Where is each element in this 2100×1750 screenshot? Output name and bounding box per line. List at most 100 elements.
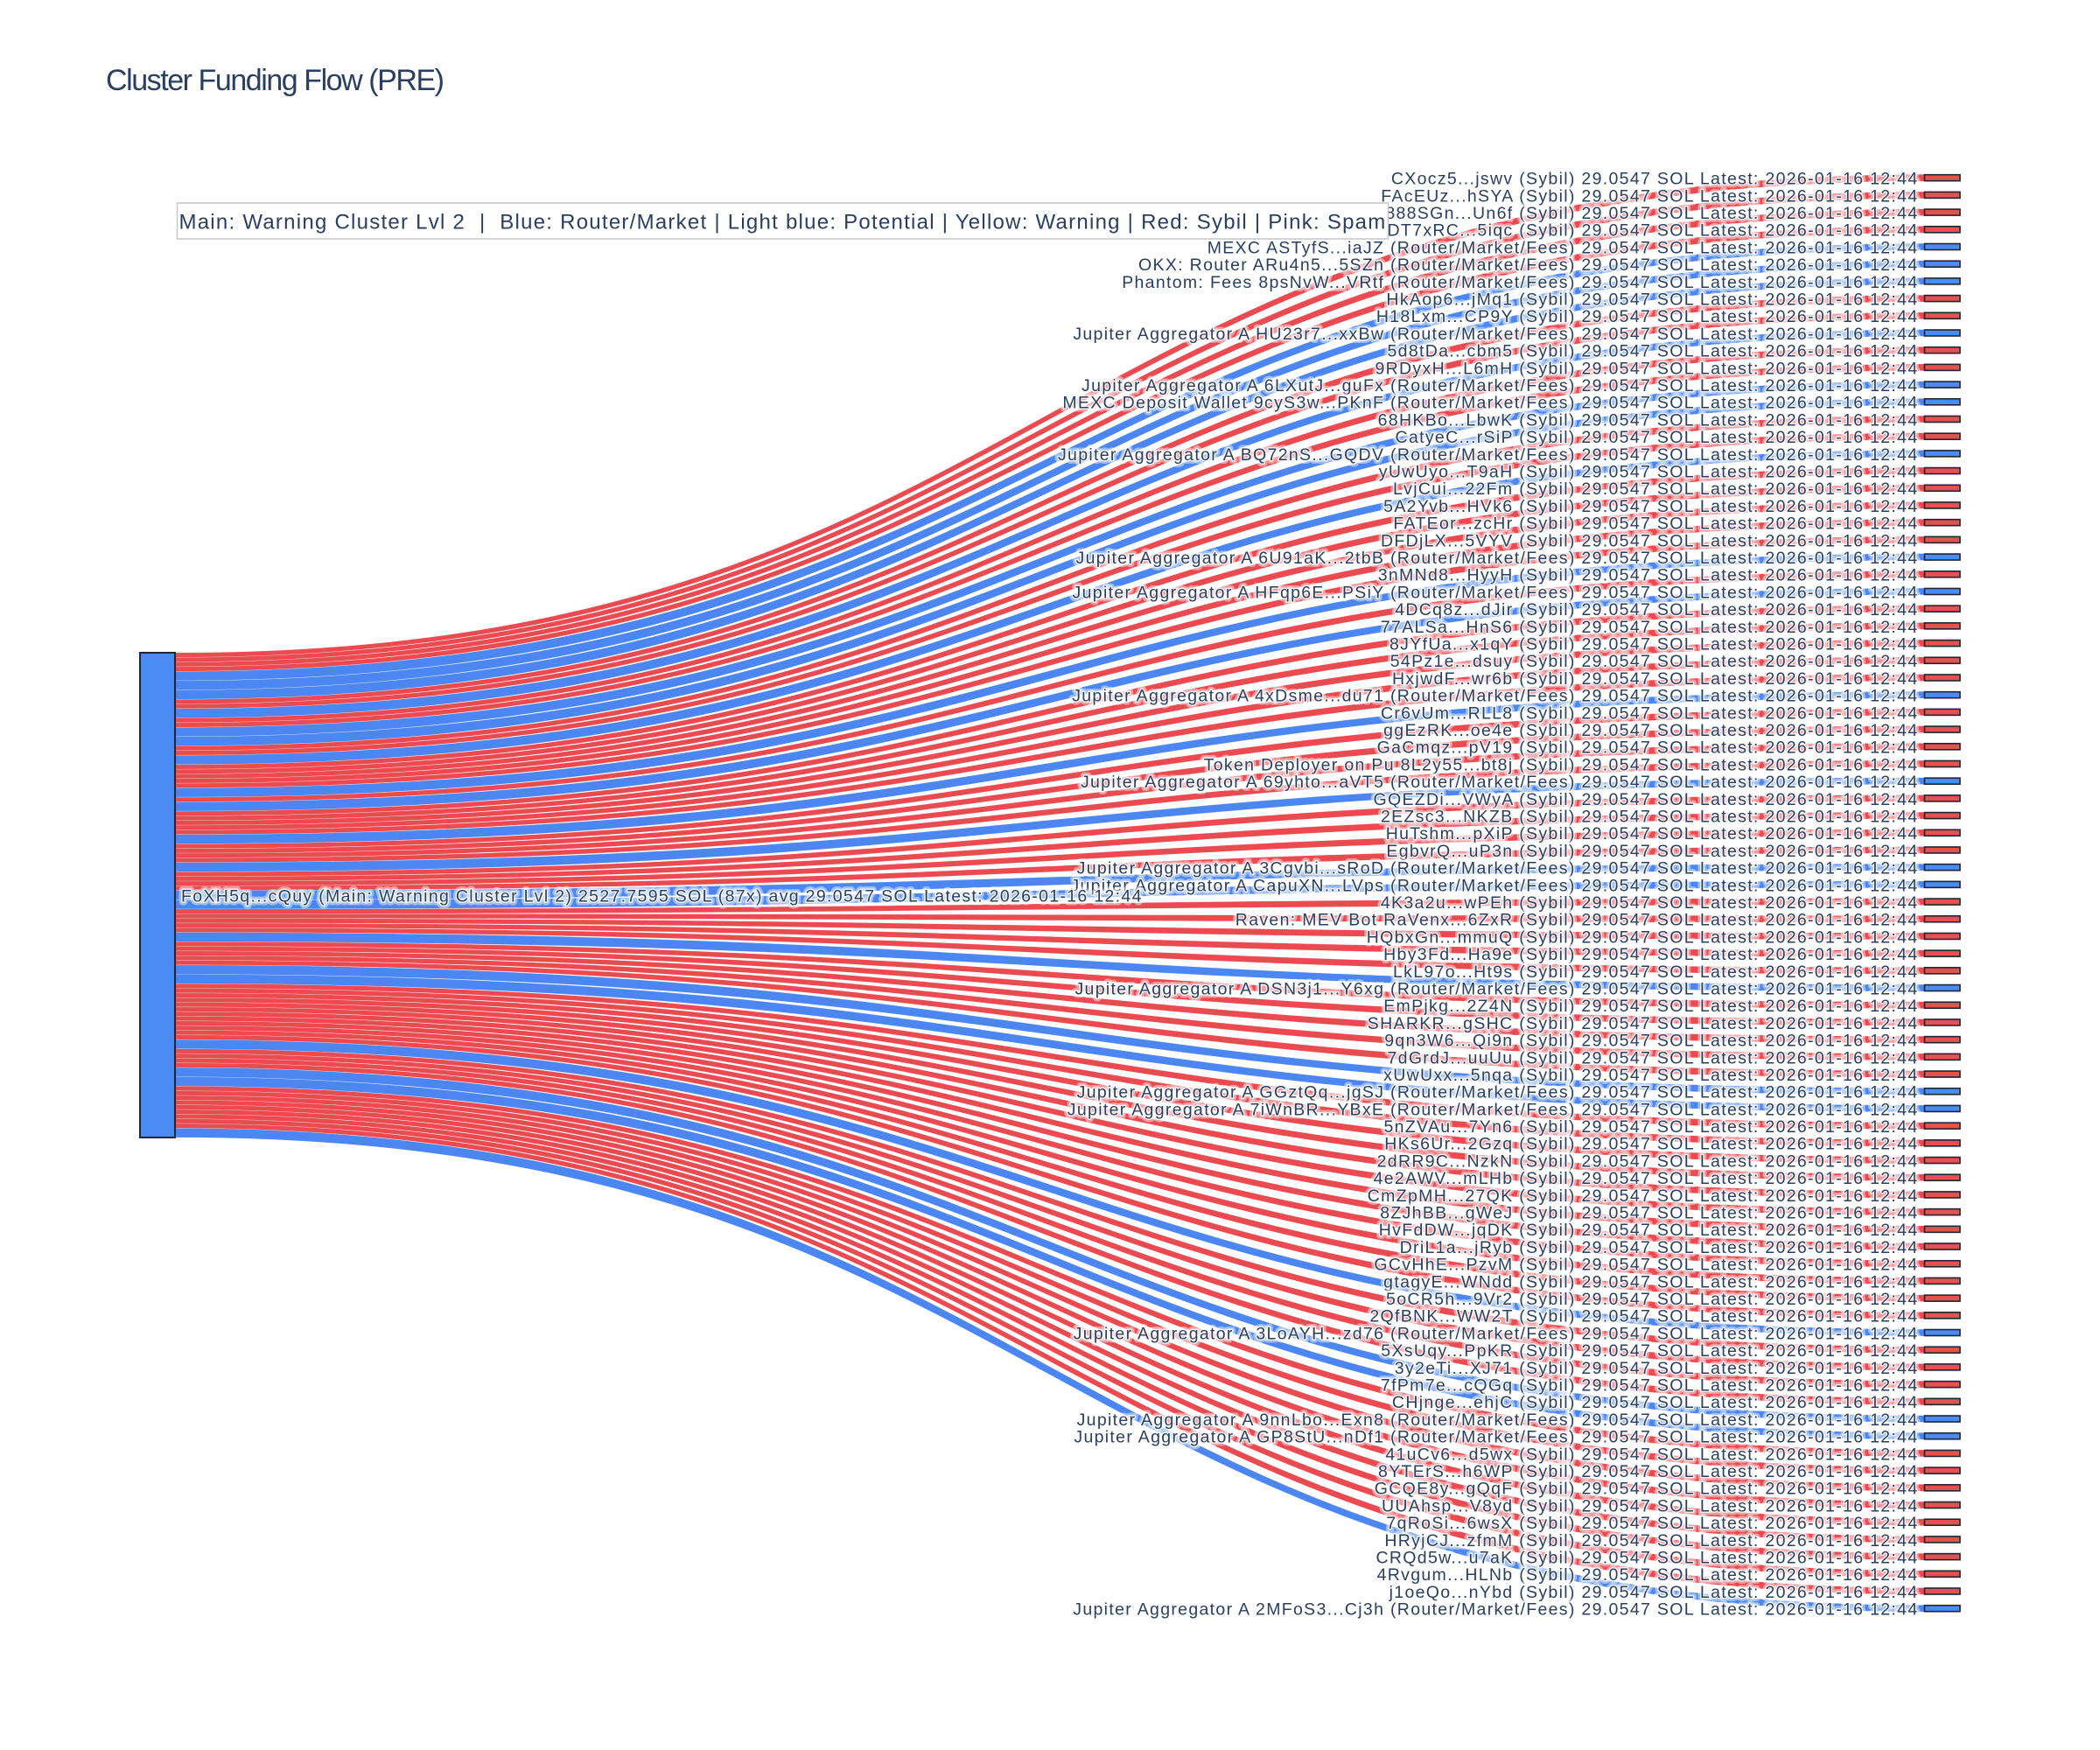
svg-text:Jupiter Aggregator A BQ72nS...: Jupiter Aggregator A BQ72nS...GQDV (Rout… — [1058, 445, 1919, 465]
svg-text:xUwUxx...5nqa (Sybil) 29.0547: xUwUxx...5nqa (Sybil) 29.0547 SOL Latest… — [1383, 1066, 1918, 1085]
svg-text:4Rvgum...HLNb (Sybil) 29.0547: 4Rvgum...HLNb (Sybil) 29.0547 SOL Latest… — [1377, 1565, 1919, 1585]
svg-text:ggEzRK...oe4e (Sybil) 29.0547: ggEzRK...oe4e (Sybil) 29.0547 SOL Latest… — [1383, 721, 1918, 740]
svg-text:DriL1a...jRyb (Sybil) 29.0547: DriL1a...jRyb (Sybil) 29.0547 SOL Latest… — [1400, 1238, 1919, 1257]
svg-text:Jupiter Aggregator A 7iWnBR...: Jupiter Aggregator A 7iWnBR...YBxE (Rout… — [1068, 1100, 1919, 1119]
svg-text:Jupiter Aggregator A DSN3j1...: Jupiter Aggregator A DSN3j1...Y6xg (Rout… — [1074, 979, 1918, 998]
svg-text:Jupiter Aggregator A BQ72nS...: Jupiter Aggregator A BQ72nS...GQDV (Rout… — [1058, 445, 1919, 465]
svg-text:Jupiter Aggregator A 7iWnBR...: Jupiter Aggregator A 7iWnBR...YBxE (Rout… — [1068, 1100, 1919, 1119]
svg-text:MEXC ASTyfS...iaJZ (Router/Mar: MEXC ASTyfS...iaJZ (Router/Market/Fees) … — [1208, 238, 1919, 257]
svg-text:Jupiter Aggregator A HU23r7...: Jupiter Aggregator A HU23r7...xxBw (Rout… — [1073, 325, 1918, 344]
svg-text:LkL97o...Ht9s (Sybil) 29.0547: LkL97o...Ht9s (Sybil) 29.0547 SOL Latest… — [1393, 962, 1919, 982]
svg-text:EmPjkg...2Z4N (Sybil) 29.0547: EmPjkg...2Z4N (Sybil) 29.0547 SOL Latest… — [1383, 997, 1918, 1016]
svg-text:8YTErS...h6WP (Sybil) 29.0547: 8YTErS...h6WP (Sybil) 29.0547 SOL Latest… — [1378, 1462, 1918, 1481]
svg-text:ggEzRK...oe4e (Sybil) 29.0547: ggEzRK...oe4e (Sybil) 29.0547 SOL Latest… — [1383, 721, 1918, 740]
svg-text:7dGrdJ...uuUu (Sybil) 29.0547: 7dGrdJ...uuUu (Sybil) 29.0547 SOL Latest… — [1387, 1048, 1918, 1068]
svg-text:CHjnge...ehjC (Sybil) 29.0547: CHjnge...ehjC (Sybil) 29.0547 SOL Latest… — [1392, 1393, 1919, 1412]
svg-text:77ALSa...HnS6 (Sybil) 29.0547: 77ALSa...HnS6 (Sybil) 29.0547 SOL Latest… — [1381, 618, 1919, 637]
svg-text:xUwUxx...5nqa (Sybil) 29.0547: xUwUxx...5nqa (Sybil) 29.0547 SOL Latest… — [1383, 1066, 1918, 1085]
svg-text:Jupiter Aggregator A 6LXutJ...: Jupiter Aggregator A 6LXutJ...guFx (Rout… — [1082, 376, 1918, 396]
svg-text:4K3a2u...wPEh (Sybil) 29.0547: 4K3a2u...wPEh (Sybil) 29.0547 SOL Latest… — [1381, 893, 1919, 913]
svg-text:7fPm7e...cQGq (Sybil) 29.0547: 7fPm7e...cQGq (Sybil) 29.0547 SOL Latest… — [1381, 1376, 1919, 1396]
svg-text:Jupiter Aggregator A 3LoAYH...: Jupiter Aggregator A 3LoAYH...zd76 (Rout… — [1074, 1324, 1919, 1343]
svg-text:HQbxGn...mmuQ (Sybil) 29.0547: HQbxGn...mmuQ (Sybil) 29.0547 SOL Latest… — [1367, 928, 1919, 947]
svg-text:OKX: Router ARu4n5...5SZn (Rou: OKX: Router ARu4n5...5SZn (Router/Market… — [1138, 256, 1918, 275]
svg-text:9RDyxH...L6mH (Sybil) 29.0547: 9RDyxH...L6mH (Sybil) 29.0547 SOL Latest… — [1375, 359, 1918, 378]
svg-text:Cluster Funding Flow (PRE): Cluster Funding Flow (PRE) — [106, 64, 444, 97]
svg-text:Jupiter Aggregator A 69yhto...: Jupiter Aggregator A 69yhto...aVT5 (Rout… — [1081, 773, 1919, 792]
svg-text:j1oeQo...nYbd (Sybil) 29.0547: j1oeQo...nYbd (Sybil) 29.0547 SOL Latest… — [1389, 1583, 1919, 1602]
svg-text:5nZVAu...7Yn6 (Sybil) 29.0547: 5nZVAu...7Yn6 (Sybil) 29.0547 SOL Latest… — [1384, 1117, 1919, 1137]
svg-text:CmZpMH...27QK (Sybil) 29.0547: CmZpMH...27QK (Sybil) 29.0547 SOL Latest… — [1368, 1186, 1919, 1206]
svg-text:HuTshm...pXiP (Sybil) 29.0547: HuTshm...pXiP (Sybil) 29.0547 SOL Latest… — [1386, 824, 1919, 844]
svg-text:Cr6vUm...RLL8 (Sybil) 29.0547: Cr6vUm...RLL8 (Sybil) 29.0547 SOL Latest… — [1381, 704, 1919, 723]
svg-text:9RDyxH...L6mH (Sybil) 29.0547: 9RDyxH...L6mH (Sybil) 29.0547 SOL Latest… — [1375, 359, 1918, 378]
svg-text:5d8tDa...cbm5 (Sybil) 29.0547: 5d8tDa...cbm5 (Sybil) 29.0547 SOL Latest… — [1387, 342, 1918, 361]
svg-text:H18Lxm...CP9Y (Sybil) 29.0547: H18Lxm...CP9Y (Sybil) 29.0547 SOL Latest… — [1376, 307, 1919, 326]
svg-text:Jupiter Aggregator A DSN3j1...: Jupiter Aggregator A DSN3j1...Y6xg (Rout… — [1074, 979, 1918, 998]
svg-text:CmZpMH...27QK (Sybil) 29.0547: CmZpMH...27QK (Sybil) 29.0547 SOL Latest… — [1368, 1186, 1919, 1206]
svg-text:68HKBo...LbwK (Sybil) 29.0547: 68HKBo...LbwK (Sybil) 29.0547 SOL Latest… — [1378, 410, 1919, 430]
svg-text:2dRR9C...NzkN (Sybil) 29.0547: 2dRR9C...NzkN (Sybil) 29.0547 SOL Latest… — [1377, 1152, 1919, 1171]
svg-text:FoXH5q...cQuy (Main: Warning C: FoXH5q...cQuy (Main: Warning Cluster Lvl… — [181, 886, 1143, 906]
svg-text:OKX: Router ARu4n5...5SZn (Rou: OKX: Router ARu4n5...5SZn (Router/Market… — [1138, 256, 1918, 275]
svg-text:gtagyE...WNdd (Sybil) 29.0547: gtagyE...WNdd (Sybil) 29.0547 SOL Latest… — [1383, 1272, 1918, 1292]
svg-text:HuTshm...pXiP (Sybil) 29.0547: HuTshm...pXiP (Sybil) 29.0547 SOL Latest… — [1386, 824, 1919, 844]
svg-text:MEXC Deposit Wallet 9cyS3w...P: MEXC Deposit Wallet 9cyS3w...PKnF (Route… — [1062, 394, 1918, 413]
svg-text:UUAhsp...V8yd (Sybil) 29.0547: UUAhsp...V8yd (Sybil) 29.0547 SOL Latest… — [1382, 1496, 1919, 1516]
svg-text:FATEor...zcHr (Sybil) 29.0547: FATEor...zcHr (Sybil) 29.0547 SOL Latest… — [1393, 514, 1918, 534]
svg-text:HKs6Ur...2Gzq (Sybil) 29.0547: HKs6Ur...2Gzq (Sybil) 29.0547 SOL Latest… — [1384, 1135, 1918, 1154]
svg-text:Cr6vUm...RLL8 (Sybil) 29.0547: Cr6vUm...RLL8 (Sybil) 29.0547 SOL Latest… — [1381, 704, 1919, 723]
svg-text:FATEor...zcHr (Sybil) 29.0547: FATEor...zcHr (Sybil) 29.0547 SOL Latest… — [1393, 514, 1918, 534]
svg-text:MEXC Deposit Wallet 9cyS3w...P: MEXC Deposit Wallet 9cyS3w...PKnF (Route… — [1062, 394, 1918, 413]
svg-text:GQEZDi...VWyA (Sybil) 29.0547: GQEZDi...VWyA (Sybil) 29.0547 SOL Latest… — [1373, 790, 1918, 809]
svg-text:Token Deployer on Pu 8L2y55...: Token Deployer on Pu 8L2y55...bt8j (Sybi… — [1204, 755, 1919, 774]
svg-text:4e2AWV...mLHb (Sybil) 29.0547: 4e2AWV...mLHb (Sybil) 29.0547 SOL Latest… — [1374, 1169, 1919, 1188]
svg-text:3y2eTi...XJ71 (Sybil) 29.0547: 3y2eTi...XJ71 (Sybil) 29.0547 SOL Latest… — [1395, 1359, 1919, 1378]
svg-text:Hby3Fd...Ha9e (Sybil) 29.0547: Hby3Fd...Ha9e (Sybil) 29.0547 SOL Latest… — [1383, 945, 1918, 964]
svg-text:Jupiter Aggregator A 2MFoS3...: Jupiter Aggregator A 2MFoS3...Cj3h (Rout… — [1073, 1600, 1918, 1620]
svg-text:HKs6Ur...2Gzq (Sybil) 29.0547: HKs6Ur...2Gzq (Sybil) 29.0547 SOL Latest… — [1384, 1135, 1918, 1154]
svg-text:HQbxGn...mmuQ (Sybil) 29.0547: HQbxGn...mmuQ (Sybil) 29.0547 SOL Latest… — [1367, 928, 1919, 947]
svg-text:Jupiter Aggregator A CapuXN...: Jupiter Aggregator A CapuXN...LVps (Rout… — [1070, 876, 1918, 895]
svg-text:Phantom: Fees 8psNvW...VRtf (R: Phantom: Fees 8psNvW...VRtf (Router/Mark… — [1122, 273, 1918, 292]
svg-text:Jupiter Aggregator A 3Cgvbi...: Jupiter Aggregator A 3Cgvbi...sRoD (Rout… — [1077, 859, 1919, 878]
svg-text:LvjCui...22Fm (Sybil) 29.0547: LvjCui...22Fm (Sybil) 29.0547 SOL Latest… — [1393, 480, 1918, 499]
svg-text:5oCR5h...9Vr2 (Sybil) 29.0547: 5oCR5h...9Vr2 (Sybil) 29.0547 SOL Latest… — [1386, 1290, 1918, 1309]
svg-text:5XsUqy...PpKR (Sybil) 29.0547: 5XsUqy...PpKR (Sybil) 29.0547 SOL Latest… — [1381, 1341, 1918, 1361]
svg-text:54Pz1e...dsuy (Sybil) 29.0547: 54Pz1e...dsuy (Sybil) 29.0547 SOL Latest… — [1390, 652, 1919, 671]
svg-text:Main: Warning Cluster Lvl 2 |: Main: Warning Cluster Lvl 2 | Blue: Rout… — [178, 210, 1386, 234]
svg-text:HkAop6...jMq1 (Sybil) 29.0547: HkAop6...jMq1 (Sybil) 29.0547 SOL Latest… — [1386, 290, 1918, 309]
svg-text:2EZsc3...NKZB (Sybil) 29.0547: 2EZsc3...NKZB (Sybil) 29.0547 SOL Latest… — [1381, 807, 1919, 826]
svg-text:Jupiter Aggregator A 3LoAYH...: Jupiter Aggregator A 3LoAYH...zd76 (Rout… — [1074, 1324, 1919, 1343]
svg-text:EgbvrQ...uP3n (Sybil) 29.0547: EgbvrQ...uP3n (Sybil) 29.0547 SOL Latest… — [1386, 842, 1918, 861]
svg-text:8YTErS...h6WP (Sybil) 29.0547: 8YTErS...h6WP (Sybil) 29.0547 SOL Latest… — [1378, 1462, 1918, 1481]
svg-text:5XsUqy...PpKR (Sybil) 29.0547: 5XsUqy...PpKR (Sybil) 29.0547 SOL Latest… — [1381, 1341, 1918, 1361]
svg-text:HRyjCJ...zfmM (Sybil) 29.0547: HRyjCJ...zfmM (Sybil) 29.0547 SOL Latest… — [1384, 1531, 1918, 1550]
svg-text:7fPm7e...cQGq (Sybil) 29.0547: 7fPm7e...cQGq (Sybil) 29.0547 SOL Latest… — [1381, 1376, 1919, 1396]
svg-text:HvFdDW...jqDK (Sybil) 29.0547: HvFdDW...jqDK (Sybil) 29.0547 SOL Latest… — [1379, 1221, 1919, 1240]
svg-text:3nMNd8...HyyH (Sybil) 29.0547: 3nMNd8...HyyH (Sybil) 29.0547 SOL Latest… — [1378, 566, 1919, 585]
svg-text:GaCmqz...pV19 (Sybil) 29.0547: GaCmqz...pV19 (Sybil) 29.0547 SOL Latest… — [1377, 738, 1919, 758]
svg-text:41uCv6...d5wx (Sybil) 29.0547: 41uCv6...d5wx (Sybil) 29.0547 SOL Latest… — [1385, 1445, 1918, 1464]
svg-text:Jupiter Aggregator A 6LXutJ...: Jupiter Aggregator A 6LXutJ...guFx (Rout… — [1082, 376, 1918, 396]
svg-text:77ALSa...HnS6 (Sybil) 29.0547: 77ALSa...HnS6 (Sybil) 29.0547 SOL Latest… — [1381, 618, 1919, 637]
svg-text:Token Deployer on Pu 8L2y55...: Token Deployer on Pu 8L2y55...bt8j (Sybi… — [1204, 755, 1919, 774]
svg-text:4K3a2u...wPEh (Sybil) 29.0547: 4K3a2u...wPEh (Sybil) 29.0547 SOL Latest… — [1381, 893, 1919, 913]
svg-text:2QfBNK...WW2T (Sybil) 29.0547: 2QfBNK...WW2T (Sybil) 29.0547 SOL Latest… — [1369, 1307, 1918, 1326]
svg-text:8JYfUa...x1qY (Sybil) 29.0547: 8JYfUa...x1qY (Sybil) 29.0547 SOL Latest… — [1390, 634, 1918, 654]
svg-text:Jupiter Aggregator A CapuXN...: Jupiter Aggregator A CapuXN...LVps (Rout… — [1070, 876, 1918, 895]
svg-text:HxjwdF...wr6b (Sybil) 29.0547: HxjwdF...wr6b (Sybil) 29.0547 SOL Latest… — [1392, 669, 1919, 689]
svg-text:HvFdDW...jqDK (Sybil) 29.0547: HvFdDW...jqDK (Sybil) 29.0547 SOL Latest… — [1379, 1221, 1919, 1240]
svg-text:Jupiter Aggregator A HU23r7...: Jupiter Aggregator A HU23r7...xxBw (Rout… — [1073, 325, 1918, 344]
svg-text:Jupiter Aggregator A GGztQq...: Jupiter Aggregator A GGztQq...jgSJ (Rout… — [1077, 1083, 1919, 1102]
svg-text:CRQd5w...u7aK (Sybil) 29.0547: CRQd5w...u7aK (Sybil) 29.0547 SOL Latest… — [1376, 1549, 1918, 1568]
svg-text:DFDjLX...5VYV (Sybil) 29.0547: DFDjLX...5VYV (Sybil) 29.0547 SOL Latest… — [1381, 531, 1919, 550]
svg-text:SHARKR...gSHC (Sybil) 29.0547: SHARKR...gSHC (Sybil) 29.0547 SOL Latest… — [1368, 1014, 1919, 1033]
svg-text:Jupiter Aggregator A GP8StU...: Jupiter Aggregator A GP8StU...nDf1 (Rout… — [1074, 1428, 1918, 1447]
svg-text:Jupiter Aggregator A HFqp6E...: Jupiter Aggregator A HFqp6E...PSiY (Rout… — [1073, 583, 1919, 602]
svg-text:UUAhsp...V8yd (Sybil) 29.0547: UUAhsp...V8yd (Sybil) 29.0547 SOL Latest… — [1382, 1496, 1919, 1516]
svg-text:j1oeQo...nYbd (Sybil) 29.0547: j1oeQo...nYbd (Sybil) 29.0547 SOL Latest… — [1389, 1583, 1919, 1602]
svg-text:3nMNd8...HyyH (Sybil) 29.0547: 3nMNd8...HyyH (Sybil) 29.0547 SOL Latest… — [1378, 566, 1919, 585]
svg-text:HRyjCJ...zfmM (Sybil) 29.0547: HRyjCJ...zfmM (Sybil) 29.0547 SOL Latest… — [1384, 1531, 1918, 1550]
svg-text:Jupiter Aggregator A GP8StU...: Jupiter Aggregator A GP8StU...nDf1 (Rout… — [1074, 1428, 1918, 1447]
